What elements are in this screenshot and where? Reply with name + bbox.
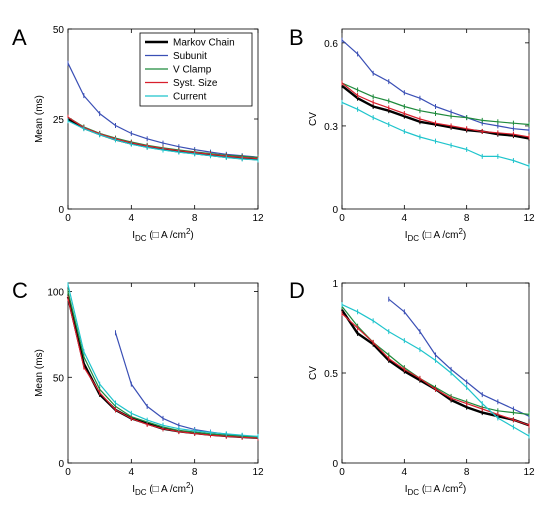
y-tick-label: 0.3: [324, 122, 338, 133]
y-tick-label: 0: [332, 205, 338, 216]
legend: Markov Chain Subunit V Clamp Syst. Size Curr…: [139, 32, 253, 107]
plot-frame: [341, 282, 530, 464]
y-tick-label: 0: [58, 459, 64, 470]
x-tick-label: 12: [252, 213, 264, 224]
y-tick-label: 50: [53, 373, 65, 384]
y-axis-label: CV: [308, 112, 319, 126]
x-tick-label: 4: [402, 467, 408, 478]
panel-A: A 0 4 8 12 0 25 50 Mean (ms) IDC (□ A /cm2): [12, 25, 264, 243]
panel-B: B 0 4 8 12 0 0.3 0.6 CV IDC (□ A /cm2): [289, 25, 535, 243]
legend-label: Current: [173, 92, 207, 103]
x-tick-label: 4: [129, 467, 135, 478]
x-axis-label: IDC (□ A /cm2): [132, 481, 194, 497]
x-tick-label: 8: [192, 467, 198, 478]
series-line-syst-size: [341, 313, 530, 426]
y-axis-label: Mean (ms): [34, 349, 45, 397]
y-tick-label: 0.6: [324, 39, 338, 50]
x-tick-label: 8: [464, 467, 470, 478]
x-tick-label: 0: [339, 467, 345, 478]
x-tick-label: 8: [192, 213, 198, 224]
panel-letter: C: [12, 278, 28, 303]
legend-label: V Clamp: [173, 65, 212, 76]
series-line-current: [67, 284, 259, 437]
y-tick-label: 0.5: [324, 369, 338, 380]
y-axis-label: CV: [308, 366, 319, 380]
x-tick-label: 8: [464, 213, 470, 224]
x-tick-label: 4: [402, 213, 408, 224]
series-line-subunit: [388, 298, 530, 417]
y-tick-label: 0: [58, 205, 64, 216]
x-tick-label: 12: [252, 467, 264, 478]
x-axis-label: IDC (□ A /cm2): [405, 227, 467, 243]
panel-letter: D: [289, 278, 305, 303]
x-axis-label: IDC (□ A /cm2): [405, 481, 467, 497]
series-line-markov-chain: [67, 117, 259, 161]
panel-letter: A: [12, 25, 27, 50]
plot-frame: [67, 282, 259, 464]
y-axis-label: Mean (ms): [34, 95, 45, 143]
series-line-markov-chain: [341, 309, 530, 427]
series-line-v-clamp: [67, 291, 259, 438]
series-line-syst-size: [341, 82, 530, 138]
legend-label: Syst. Size: [173, 78, 218, 89]
plot-frame: [341, 28, 530, 210]
x-tick-label: 0: [339, 213, 345, 224]
y-tick-label: 100: [47, 288, 64, 299]
panel-letter: B: [289, 25, 304, 50]
panel-D: D 0 4 8 12 0 0.5 1 CV IDC (□ A /cm2): [289, 278, 535, 497]
y-tick-label: 50: [53, 25, 65, 36]
x-tick-label: 0: [65, 213, 71, 224]
x-axis-label: IDC (□ A /cm2): [132, 227, 194, 243]
x-tick-label: 4: [129, 213, 135, 224]
y-tick-label: 25: [53, 115, 65, 126]
x-tick-label: 12: [523, 213, 535, 224]
x-tick-label: 12: [523, 467, 535, 478]
legend-label: Subunit: [173, 51, 207, 62]
x-tick-label: 0: [65, 467, 71, 478]
y-tick-label: 1: [332, 279, 338, 290]
panel-C: C 0 4 8 12 0 50 100 Mean (ms) IDC (□ A /cm2): [12, 278, 264, 497]
y-tick-label: 0: [332, 459, 338, 470]
legend-label: Markov Chain: [173, 38, 235, 49]
